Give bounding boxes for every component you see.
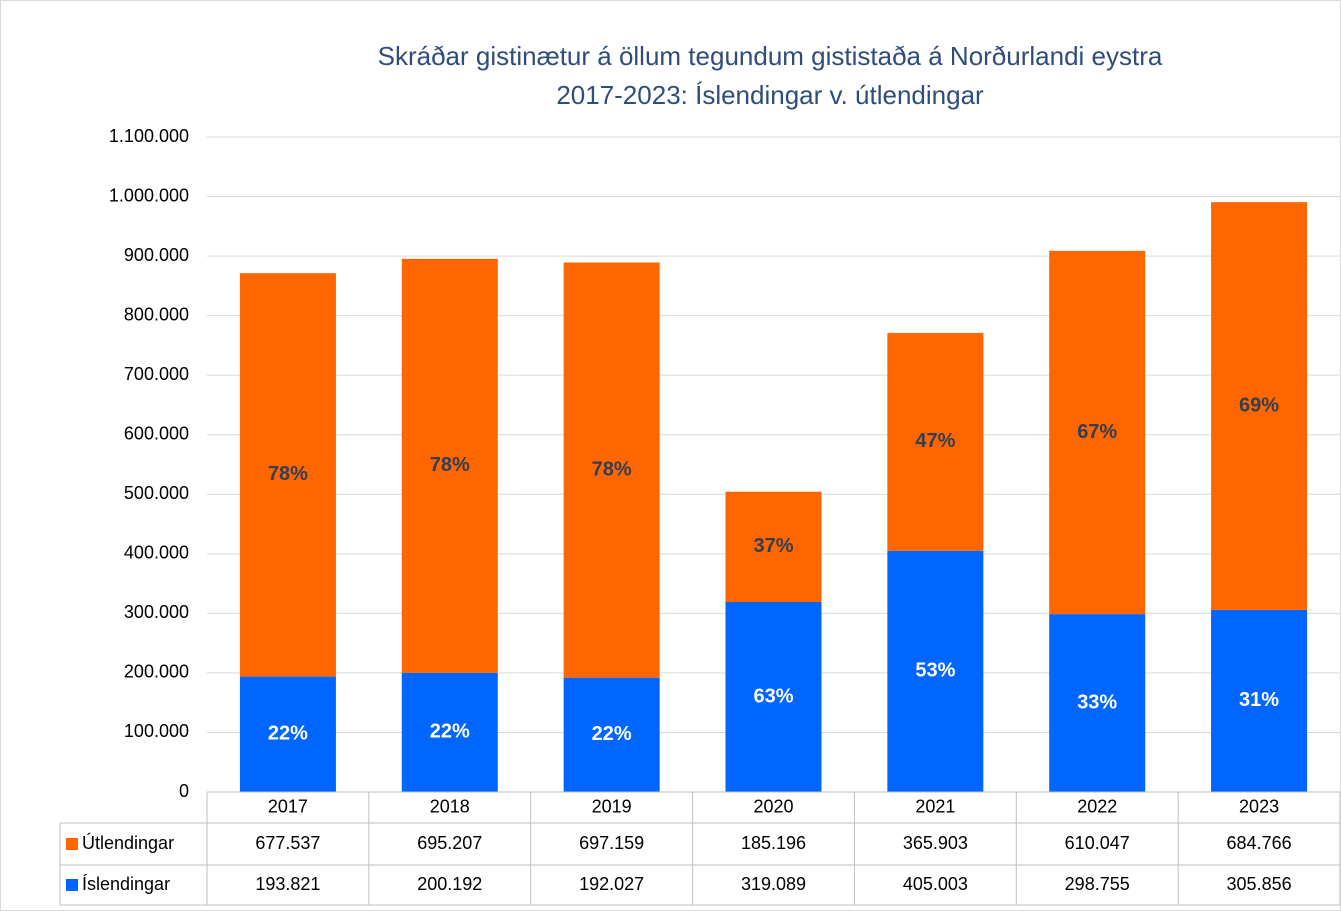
bar-segment (239, 273, 336, 677)
data-label: 37% (753, 535, 793, 557)
bar-segment (1049, 614, 1146, 792)
bar-segment (1049, 250, 1146, 615)
table-cell: 677.537 (255, 833, 320, 853)
bar-segment (1211, 202, 1308, 610)
data-label: 63% (753, 685, 793, 707)
data-label: 22% (268, 723, 308, 745)
bar-segment (725, 601, 822, 792)
y-tick-label: 900.000 (124, 245, 189, 265)
x-tick-label: 2023 (1239, 796, 1279, 816)
legend-label: Íslendingar (82, 874, 170, 894)
bar-segment (239, 676, 336, 792)
x-tick-label: 2020 (753, 796, 793, 816)
bar-segment (887, 550, 984, 792)
y-tick-label: 400.000 (124, 543, 189, 563)
bar-segment (563, 262, 660, 678)
y-tick-label: 300.000 (124, 602, 189, 622)
table-cell: 319.089 (741, 874, 806, 894)
table-cell: 610.047 (1065, 833, 1130, 853)
data-label: 69% (1239, 394, 1279, 416)
y-tick-label: 600.000 (124, 423, 189, 443)
table-cell: 193.821 (255, 874, 320, 894)
y-tick-label: 200.000 (124, 662, 189, 682)
bar-segment (887, 332, 984, 551)
table-cell: 298.755 (1065, 874, 1130, 894)
x-tick-label: 2022 (1077, 796, 1117, 816)
data-label: 22% (430, 721, 470, 743)
table-cell: 697.159 (579, 833, 644, 853)
y-tick-label: 0 (179, 781, 189, 801)
x-tick-label: 2018 (430, 796, 470, 816)
bar-segment (401, 672, 498, 792)
chart-title: 2017-2023: Íslendingar v. útlendingar (556, 80, 984, 110)
table-cell: 695.207 (417, 833, 482, 853)
y-tick-label: 700.000 (124, 364, 189, 384)
x-tick-label: 2017 (268, 796, 308, 816)
data-label: 47% (915, 430, 955, 452)
legend-key (66, 879, 78, 891)
data-label: 53% (915, 660, 955, 682)
table-cell: 365.903 (903, 833, 968, 853)
table-cell: 684.766 (1227, 833, 1292, 853)
data-label: 67% (1077, 421, 1117, 443)
data-label: 78% (592, 458, 632, 480)
x-tick-label: 2019 (592, 796, 632, 816)
data-label: 78% (268, 463, 308, 485)
table-cell: 185.196 (741, 833, 806, 853)
y-tick-label: 800.000 (124, 304, 189, 324)
data-label: 33% (1077, 691, 1117, 713)
table-cell: 192.027 (579, 874, 644, 894)
y-tick-label: 100.000 (124, 721, 189, 741)
bar-segment (725, 491, 822, 602)
bar-segment (401, 258, 498, 673)
data-label: 22% (592, 723, 632, 745)
table-cell: 200.192 (417, 874, 482, 894)
chart-title: Skráðar gistinætur á öllum tegundum gist… (378, 41, 1163, 71)
bar-segment (1211, 609, 1308, 792)
bar-segment (563, 677, 660, 792)
x-tick-label: 2021 (915, 796, 955, 816)
table-cell: 305.856 (1227, 874, 1292, 894)
y-tick-label: 1.000.000 (109, 185, 189, 205)
legend-key (66, 838, 78, 850)
legend-label: Útlendingar (82, 832, 174, 853)
table-cell: 405.003 (903, 874, 968, 894)
y-tick-label: 500.000 (124, 483, 189, 503)
data-label: 78% (430, 454, 470, 476)
y-tick-label: 1.100.000 (109, 126, 189, 146)
data-label: 31% (1239, 689, 1279, 711)
